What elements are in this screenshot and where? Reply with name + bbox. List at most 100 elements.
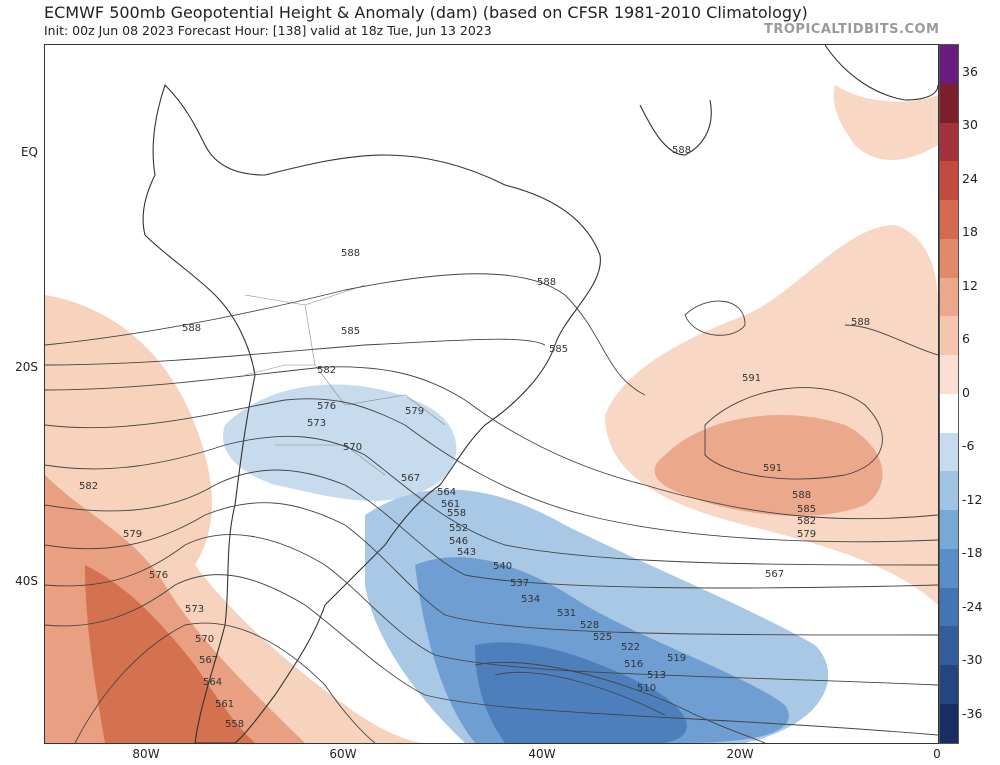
colorbar-tick: 30 [962,117,978,132]
contour-label: 561 [215,699,234,710]
coastline-layer [142,45,938,743]
contour-label: 579 [405,406,424,417]
contour-label: 588 [537,277,556,288]
colorbar-tick: -36 [962,706,983,721]
colorbar-swatch [940,277,958,317]
colorbar-swatch [940,432,958,472]
colorbar-swatch [940,587,958,627]
contour-label: 591 [763,463,782,474]
contour-label: 591 [742,373,761,384]
contour-label: 540 [493,561,512,572]
colorbar-swatch [940,122,958,162]
colorbar-tick: -18 [962,545,983,560]
contour-label: 561 [441,499,460,510]
contour-label: 528 [580,620,599,631]
contour-label: 564 [437,487,456,498]
colorbar-tick: 12 [962,278,978,293]
lon-label-40w: 40W [528,747,556,761]
contour-label: 546 [449,536,468,547]
lon-label-0: 0 [933,747,941,761]
contour-label: 522 [621,642,640,653]
contour-label-layer: 588 585 582 579 576 573 570 567 564 561 … [79,145,870,730]
contour-label: 585 [797,504,816,515]
colorbar [939,44,959,744]
colorbar-swatch [940,665,958,705]
colorbar-tick: 18 [962,224,978,239]
contour-label: 570 [343,442,362,453]
credit-watermark: TROPICALTIDBITS.COM [764,22,940,37]
contour-label: 558 [225,719,244,730]
map-title: ECMWF 500mb Geopotential Height & Anomal… [44,3,808,22]
contour-label: 525 [593,632,612,643]
positive-anomaly-east-core [654,415,883,516]
colorbar-swatch [940,238,958,278]
map-panel: 588 585 582 579 576 573 570 567 564 561 … [44,44,939,744]
lon-label-20w: 20W [726,747,754,761]
contour-label: 570 [195,634,214,645]
colorbar-tick: 24 [962,171,978,186]
colorbar-tick: 36 [962,64,978,79]
colorbar-swatch [940,471,958,511]
contour-label: 510 [637,683,656,694]
country-borders [244,284,446,476]
lon-label-60w: 60W [329,747,357,761]
contour-label: 585 [549,344,568,355]
colorbar-swatch [940,548,958,588]
lat-label-eq: EQ [20,145,38,159]
colorbar-swatch [940,510,958,549]
positive-anomaly-africa [833,85,938,160]
colorbar-swatch [940,704,958,743]
contour-label: 516 [624,659,643,670]
colorbar-tick: -6 [962,438,975,453]
contour-label: 588 [672,145,691,156]
contour-label: 582 [797,516,816,527]
contour-label: 567 [765,569,784,580]
colorbar-tick: -30 [962,652,983,667]
lon-label-80w: 80W [132,747,160,761]
colorbar-swatch [940,83,958,123]
contour-label: 573 [185,604,204,615]
contour-label: 567 [401,473,420,484]
contour-label: 588 [341,248,360,259]
map-canvas: 588 585 582 579 576 573 570 567 564 561 … [45,45,938,743]
lat-label-40s: 40S [15,574,38,588]
contour-label: 579 [797,529,816,540]
colorbar-tick: 6 [962,331,970,346]
colorbar-swatch [940,626,958,666]
contour-label: 582 [79,481,98,492]
contour-label: 585 [341,326,360,337]
colorbar-swatch [940,161,958,201]
contour-label: 576 [149,570,168,581]
contour-label: 531 [557,608,576,619]
contour-label: 588 [792,490,811,501]
contour-label: 552 [449,523,468,534]
contour-label: 537 [510,578,529,589]
contour-label: 582 [317,365,336,376]
anomaly-fill-layer [45,85,938,743]
colorbar-swatch [940,200,958,239]
contour-label: 558 [447,508,466,519]
contour-label: 573 [307,418,326,429]
map-subtitle: Init: 00z Jun 08 2023 Forecast Hour: [13… [44,23,492,38]
contour-label: 579 [123,529,142,540]
positive-anomaly-east [605,225,938,605]
colorbar-tick: -12 [962,492,983,507]
colorbar-tick: 0 [962,385,970,400]
south-america-coastline [142,83,601,743]
negative-anomaly-land [223,384,457,501]
colorbar-swatch [940,45,958,84]
height-contour-layer [45,273,938,743]
contour-label: 588 [851,317,870,328]
africa-coastline [824,45,938,101]
contour-label: 564 [203,677,222,688]
lat-label-20s: 20S [15,360,38,374]
contour-label: 513 [647,670,666,681]
contour-label: 567 [199,655,218,666]
contour-label: 534 [521,594,540,605]
colorbar-tick: -24 [962,599,983,614]
colorbar-swatch [940,316,958,356]
contour-label: 588 [182,323,201,334]
contour-label: 576 [317,401,336,412]
contour-label: 543 [457,547,476,558]
colorbar-swatch [940,355,958,394]
